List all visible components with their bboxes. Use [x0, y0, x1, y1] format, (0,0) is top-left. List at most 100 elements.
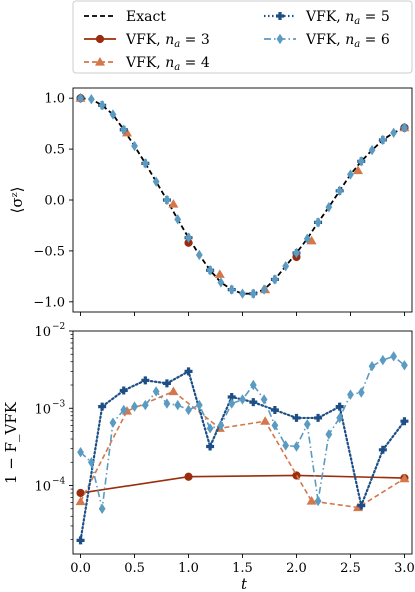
top-series-na3 [76, 94, 409, 262]
bottom-point-na6 [131, 401, 138, 412]
legend-label-exact: Exact [126, 9, 166, 25]
bottom-point-na6 [347, 389, 354, 400]
bottom-point-na6 [195, 399, 203, 411]
top-point-na6 [325, 201, 333, 213]
top-point-na6 [282, 260, 290, 272]
bottom-point-na6 [314, 495, 322, 507]
bottom-xtick-label: 0.0 [70, 561, 91, 576]
top-point-na6 [77, 92, 84, 104]
bottom-point-na5 [400, 417, 409, 426]
legend-frame [72, 0, 413, 74]
bottom-point-na5 [292, 413, 301, 422]
bottom-point-na6 [141, 399, 149, 411]
top-point-na6 [87, 94, 95, 105]
bottom-point-na6 [271, 420, 279, 431]
top-point-na6 [185, 232, 192, 243]
bottom-xtick-label: 2.5 [340, 561, 361, 576]
bottom-point-na6 [336, 412, 344, 424]
top-panel: ⟨σᶻ⟩ [8, 87, 413, 313]
top-point-na6 [131, 140, 138, 152]
bottom-point-na6 [282, 440, 290, 451]
top-point-na6 [347, 169, 354, 180]
bottom-point-na6 [401, 360, 408, 371]
bottom-point-na6 [109, 417, 117, 428]
top-ytick-label: −0.5 [33, 244, 65, 259]
top-point-na6 [98, 100, 106, 111]
legend-label-na5: VFK, na = 5 [305, 9, 390, 27]
bottom-point-na6 [303, 419, 311, 430]
legend-label-na4: VFK, na = 4 [125, 55, 210, 73]
bottom-series-na5 [76, 367, 409, 545]
bottom-point-na5 [357, 501, 366, 510]
bottom-ytick-label: 10 [34, 480, 51, 495]
top-point-na6 [228, 284, 236, 295]
bottom-series-na4 [75, 386, 410, 512]
bottom-ytick-exponent: −2 [52, 322, 65, 332]
top-ytick-label: 0.0 [44, 194, 65, 209]
bottom-point-na6 [174, 399, 182, 411]
bottom-point-na5 [76, 536, 85, 545]
top-point-na4 [306, 235, 317, 245]
bottom-ytick-exponent: −3 [52, 399, 66, 409]
bottom-point-na6 [87, 457, 95, 468]
top-plot-area: −1.0 −0.5 0.0 0.5 1.0 [33, 92, 410, 316]
top-point-na6 [379, 134, 387, 146]
top-point-na6 [303, 233, 311, 244]
top-point-na6 [401, 122, 408, 133]
legend-marker-na4 [95, 57, 105, 66]
top-point-na6 [314, 217, 322, 228]
bottom-point-na5 [314, 413, 323, 422]
top-series-na6 [77, 92, 408, 299]
bottom-series-na6 [77, 351, 408, 514]
top-ytick-label: 1.0 [44, 92, 65, 107]
bottom-point-na6 [120, 404, 128, 416]
legend-entry-na3: VFK, na = 3 [84, 32, 210, 50]
legend: Exact VFK, na = 3 VFK, na = 4 VFK, na = 5 VF… [72, 0, 413, 74]
bottom-point-na6 [249, 379, 257, 391]
bottom-point-na6 [368, 361, 376, 372]
top-point-na4 [353, 165, 364, 175]
legend-label-na3: VFK, na = 3 [125, 32, 210, 50]
bottom-xlabel: t [241, 575, 248, 592]
bottom-point-na6 [228, 398, 236, 409]
top-point-na4 [121, 127, 132, 137]
bottom-point-na5 [206, 442, 215, 451]
legend-entry-na6: VFK, na = 6 [264, 32, 390, 50]
bottom-panel: t 1 − F_VFK [2, 330, 413, 592]
bottom-point-na6 [260, 394, 268, 405]
legend-entry-na4: VFK, na = 4 [84, 55, 210, 73]
bottom-point-na6 [357, 387, 365, 398]
bottom-point-na4 [168, 386, 179, 396]
bottom-xtick-label: 2.0 [286, 561, 307, 576]
bottom-point-na3 [184, 472, 193, 481]
bottom-point-na6 [217, 420, 225, 431]
bottom-ylabel: 1 − F_VFK [2, 401, 20, 484]
top-point-na6 [368, 144, 376, 156]
bottom-xtick-label: 1.0 [178, 561, 199, 576]
legend-marker-na5 [276, 12, 284, 20]
bottom-axes-frame [72, 330, 413, 555]
top-point-na6 [357, 156, 365, 167]
bottom-point-na6 [206, 423, 214, 434]
bottom-point-na5 [184, 367, 193, 376]
bottom-point-na4 [399, 473, 410, 483]
top-point-na6 [109, 109, 117, 120]
top-point-na6 [120, 124, 128, 135]
bottom-point-na5 [227, 392, 236, 401]
top-point-na6 [174, 214, 182, 225]
bottom-xtick-label: 3.0 [394, 561, 415, 576]
bottom-ytick-exponent: −4 [52, 477, 66, 487]
bottom-xtick-label: 1.5 [232, 561, 253, 576]
bottom-ytick-label: 10 [34, 325, 51, 340]
bottom-point-na5 [335, 402, 344, 411]
bottom-line-na3 [80, 474, 405, 494]
bottom-point-na6 [98, 503, 106, 514]
top-point-na6 [163, 194, 171, 206]
bottom-point-na6 [239, 394, 246, 405]
bottom-point-na5 [141, 376, 150, 385]
bottom-point-na6 [185, 404, 192, 416]
top-point-na6 [390, 127, 398, 138]
top-point-na4 [168, 199, 179, 208]
bottom-point-na6 [379, 354, 387, 366]
